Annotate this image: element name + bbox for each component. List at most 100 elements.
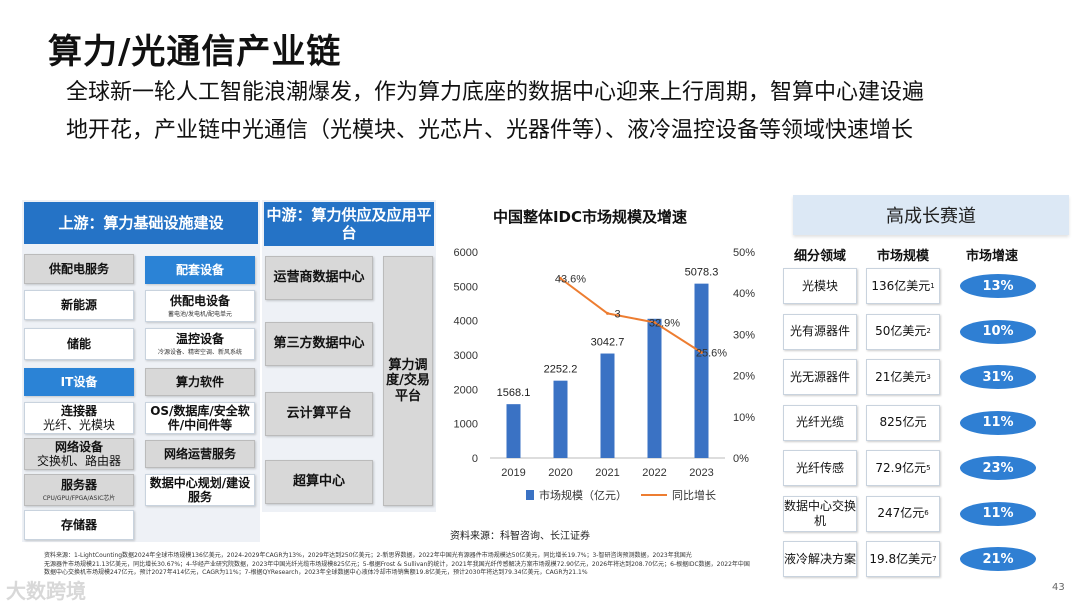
growth-point bbox=[700, 351, 703, 355]
growth-row-size-value: 136亿美元 bbox=[871, 278, 931, 293]
dc-planning-label: 数据中心规划/建设服务 bbox=[149, 475, 251, 504]
third-party-dc-box: 第三方数据中心 bbox=[265, 322, 373, 366]
growth-row-field: 光纤光缆 bbox=[783, 404, 857, 441]
page-title: 算力/光通信产业链 bbox=[48, 32, 342, 72]
y-left-tick-label: 6000 bbox=[454, 247, 478, 259]
col-header-size: 市场规模 bbox=[876, 249, 929, 264]
page-number: 43 bbox=[1052, 582, 1065, 593]
source-note: 资料来源：科智咨询、长江证券 bbox=[450, 531, 590, 542]
bar-value-label: 1568.1 bbox=[497, 387, 531, 399]
y-right-tick-label: 50% bbox=[733, 247, 755, 259]
growth-row-rate-badge: 11% bbox=[960, 501, 1036, 526]
growth-row-field: 光有源器件 bbox=[783, 313, 857, 350]
x-tick-label: 2019 bbox=[501, 467, 525, 479]
growth-point bbox=[653, 320, 656, 324]
bar bbox=[600, 353, 615, 458]
server-sub-label: CPU/GPU/FPGA/ASIC芯片 bbox=[42, 494, 116, 502]
footnote: 资料来源：1-LightCounting数据2024年全球市场规模136亿美元，… bbox=[44, 552, 1044, 578]
midstream-header: 中游：算力供应及应用平台 bbox=[264, 202, 434, 246]
x-tick-label: 2023 bbox=[689, 467, 713, 479]
y-right-tick-label: 30% bbox=[733, 329, 755, 341]
legend-bar-swatch bbox=[526, 490, 534, 500]
bar bbox=[506, 404, 521, 458]
third-party-dc-label: 第三方数据中心 bbox=[273, 336, 365, 352]
chart-legend: 市场规模（亿元） 同比增长 bbox=[526, 487, 716, 503]
growth-row-rate-badge: 21% bbox=[960, 547, 1036, 571]
bar bbox=[694, 283, 709, 458]
growth-row-size-footnote-mark: 7 bbox=[932, 554, 937, 563]
y-left-tick-label: 2000 bbox=[454, 384, 478, 396]
operator-dc-label: 运营商数据中心 bbox=[273, 270, 365, 286]
y-left-tick-label: 4000 bbox=[454, 316, 478, 328]
growth-value-label: 43.6% bbox=[555, 273, 586, 285]
dc-planning-box: 数据中心规划/建设服务 bbox=[145, 474, 255, 506]
x-tick-label: 2022 bbox=[642, 467, 666, 479]
y-left-tick-label: 3000 bbox=[454, 350, 478, 362]
x-tick-label: 2020 bbox=[548, 467, 572, 479]
growth-row-size-value: 825亿元 bbox=[879, 415, 927, 430]
watermark-logo: 大数跨境 bbox=[6, 579, 86, 603]
power-equipment-box: 供配电设备 蓄电池/发电机/配电单元 bbox=[145, 290, 255, 322]
it-equipment-box: IT设备 bbox=[24, 368, 134, 396]
y-right-tick-label: 0% bbox=[733, 453, 749, 465]
x-tick-label: 2021 bbox=[595, 467, 619, 479]
legend-line-label: 同比增长 bbox=[672, 489, 716, 502]
cloud-platform-box: 云计算平台 bbox=[265, 392, 373, 436]
energy-storage-label: 储能 bbox=[66, 336, 91, 351]
supercomputing-box: 超算中心 bbox=[265, 460, 373, 504]
connector-label: 连接器 bbox=[60, 403, 97, 418]
energy-storage-box: 储能 bbox=[24, 328, 134, 360]
growth-line bbox=[559, 277, 703, 354]
bar-value-label: 3042.7 bbox=[591, 337, 625, 349]
upstream-header: 上游：算力基础设施建设 bbox=[24, 202, 258, 244]
col-header-field: 细分领域 bbox=[793, 249, 846, 264]
legend-bar-label: 市场规模（亿元） bbox=[539, 489, 627, 502]
power-service-box: 供配电服务 bbox=[24, 254, 134, 284]
it-equipment-label: IT设备 bbox=[60, 374, 98, 389]
supercomputing-label: 超算中心 bbox=[292, 474, 345, 490]
growth-row-rate-badge: 13% bbox=[960, 274, 1036, 298]
growth-row-size: 21亿美元 3 bbox=[866, 359, 940, 395]
os-label: OS/数据库/安全软件/中间件等 bbox=[150, 403, 250, 432]
temp-control-box: 温控设备 冷源设备、精密空调、新风系统 bbox=[145, 328, 255, 360]
growth-row-size-footnote-mark: 5 bbox=[926, 463, 931, 472]
y-left-tick-label: 0 bbox=[472, 453, 478, 465]
growth-row-field: 液冷解决方案 bbox=[783, 541, 857, 577]
y-left-tick-label: 1000 bbox=[454, 419, 478, 431]
power-equipment-label: 供配电设备 bbox=[169, 294, 230, 309]
subtitle-line-2: 地开花，产业链中光通信（光模块、光芯片、光器件等）、液冷温控设备等领域快速增长 bbox=[66, 118, 914, 143]
network-ops-label: 网络运营服务 bbox=[163, 446, 236, 461]
growth-point bbox=[606, 311, 609, 315]
growth-point bbox=[559, 276, 562, 280]
subtitle-line-1: 全球新一轮人工智能浪潮爆发，作为算力底座的数据中心迎来上行周期，智算中心建设遍 bbox=[66, 80, 925, 105]
growth-row-size-footnote-mark: 2 bbox=[926, 327, 931, 336]
growth-row-size: 72.9亿元 5 bbox=[866, 450, 940, 486]
bar bbox=[647, 318, 662, 458]
footnote-line-3: 数据中心交换机市场规模247亿元，预计2027年414亿元，CAGR为11%；7… bbox=[44, 569, 588, 577]
supporting-equipment-box: 配套设备 bbox=[145, 256, 255, 284]
compute-software-box: 算力软件 bbox=[145, 368, 255, 396]
bar-value-label: 5078.3 bbox=[685, 267, 719, 279]
bar-value-label: 2252.2 bbox=[544, 364, 578, 376]
growth-row-field: 数据中心交换机 bbox=[783, 495, 857, 532]
footnote-line-1: 资料来源：1-LightCounting数据2024年全球市场规模136亿美元，… bbox=[44, 552, 692, 559]
growth-value-label: 25.6% bbox=[696, 348, 727, 360]
y-left-tick-label: 5000 bbox=[454, 281, 478, 293]
new-energy-label: 新能源 bbox=[60, 297, 97, 312]
growth-row-field: 光模块 bbox=[783, 268, 857, 304]
os-box: OS/数据库/安全软件/中间件等 bbox=[145, 402, 255, 434]
y-right-tick-label: 20% bbox=[733, 371, 755, 383]
growth-row-rate-badge: 10% bbox=[960, 319, 1036, 344]
growth-row-size-value: 21亿美元 bbox=[875, 369, 927, 384]
network-sub-label: 交换机、路由器 bbox=[36, 454, 121, 468]
growth-row-size-value: 19.8亿美元 bbox=[869, 551, 933, 566]
high-growth-header: 高成长赛道 bbox=[793, 195, 1069, 235]
footnote-line-2: 无源器件市场规模21.13亿美元，同比增长30.67%；4-华经产业研究院数据，… bbox=[44, 560, 750, 568]
operator-dc-box: 运营商数据中心 bbox=[265, 256, 373, 300]
network-ops-box: 网络运营服务 bbox=[145, 440, 255, 468]
growth-row-size: 247亿元 6 bbox=[866, 495, 940, 532]
connector-box: 连接器 光纤、光模块 bbox=[24, 402, 134, 434]
network-equipment-box: 网络设备 交换机、路由器 bbox=[24, 438, 134, 470]
growth-value-label: 32.9% bbox=[649, 317, 680, 329]
storage-label: 存储器 bbox=[60, 517, 97, 532]
